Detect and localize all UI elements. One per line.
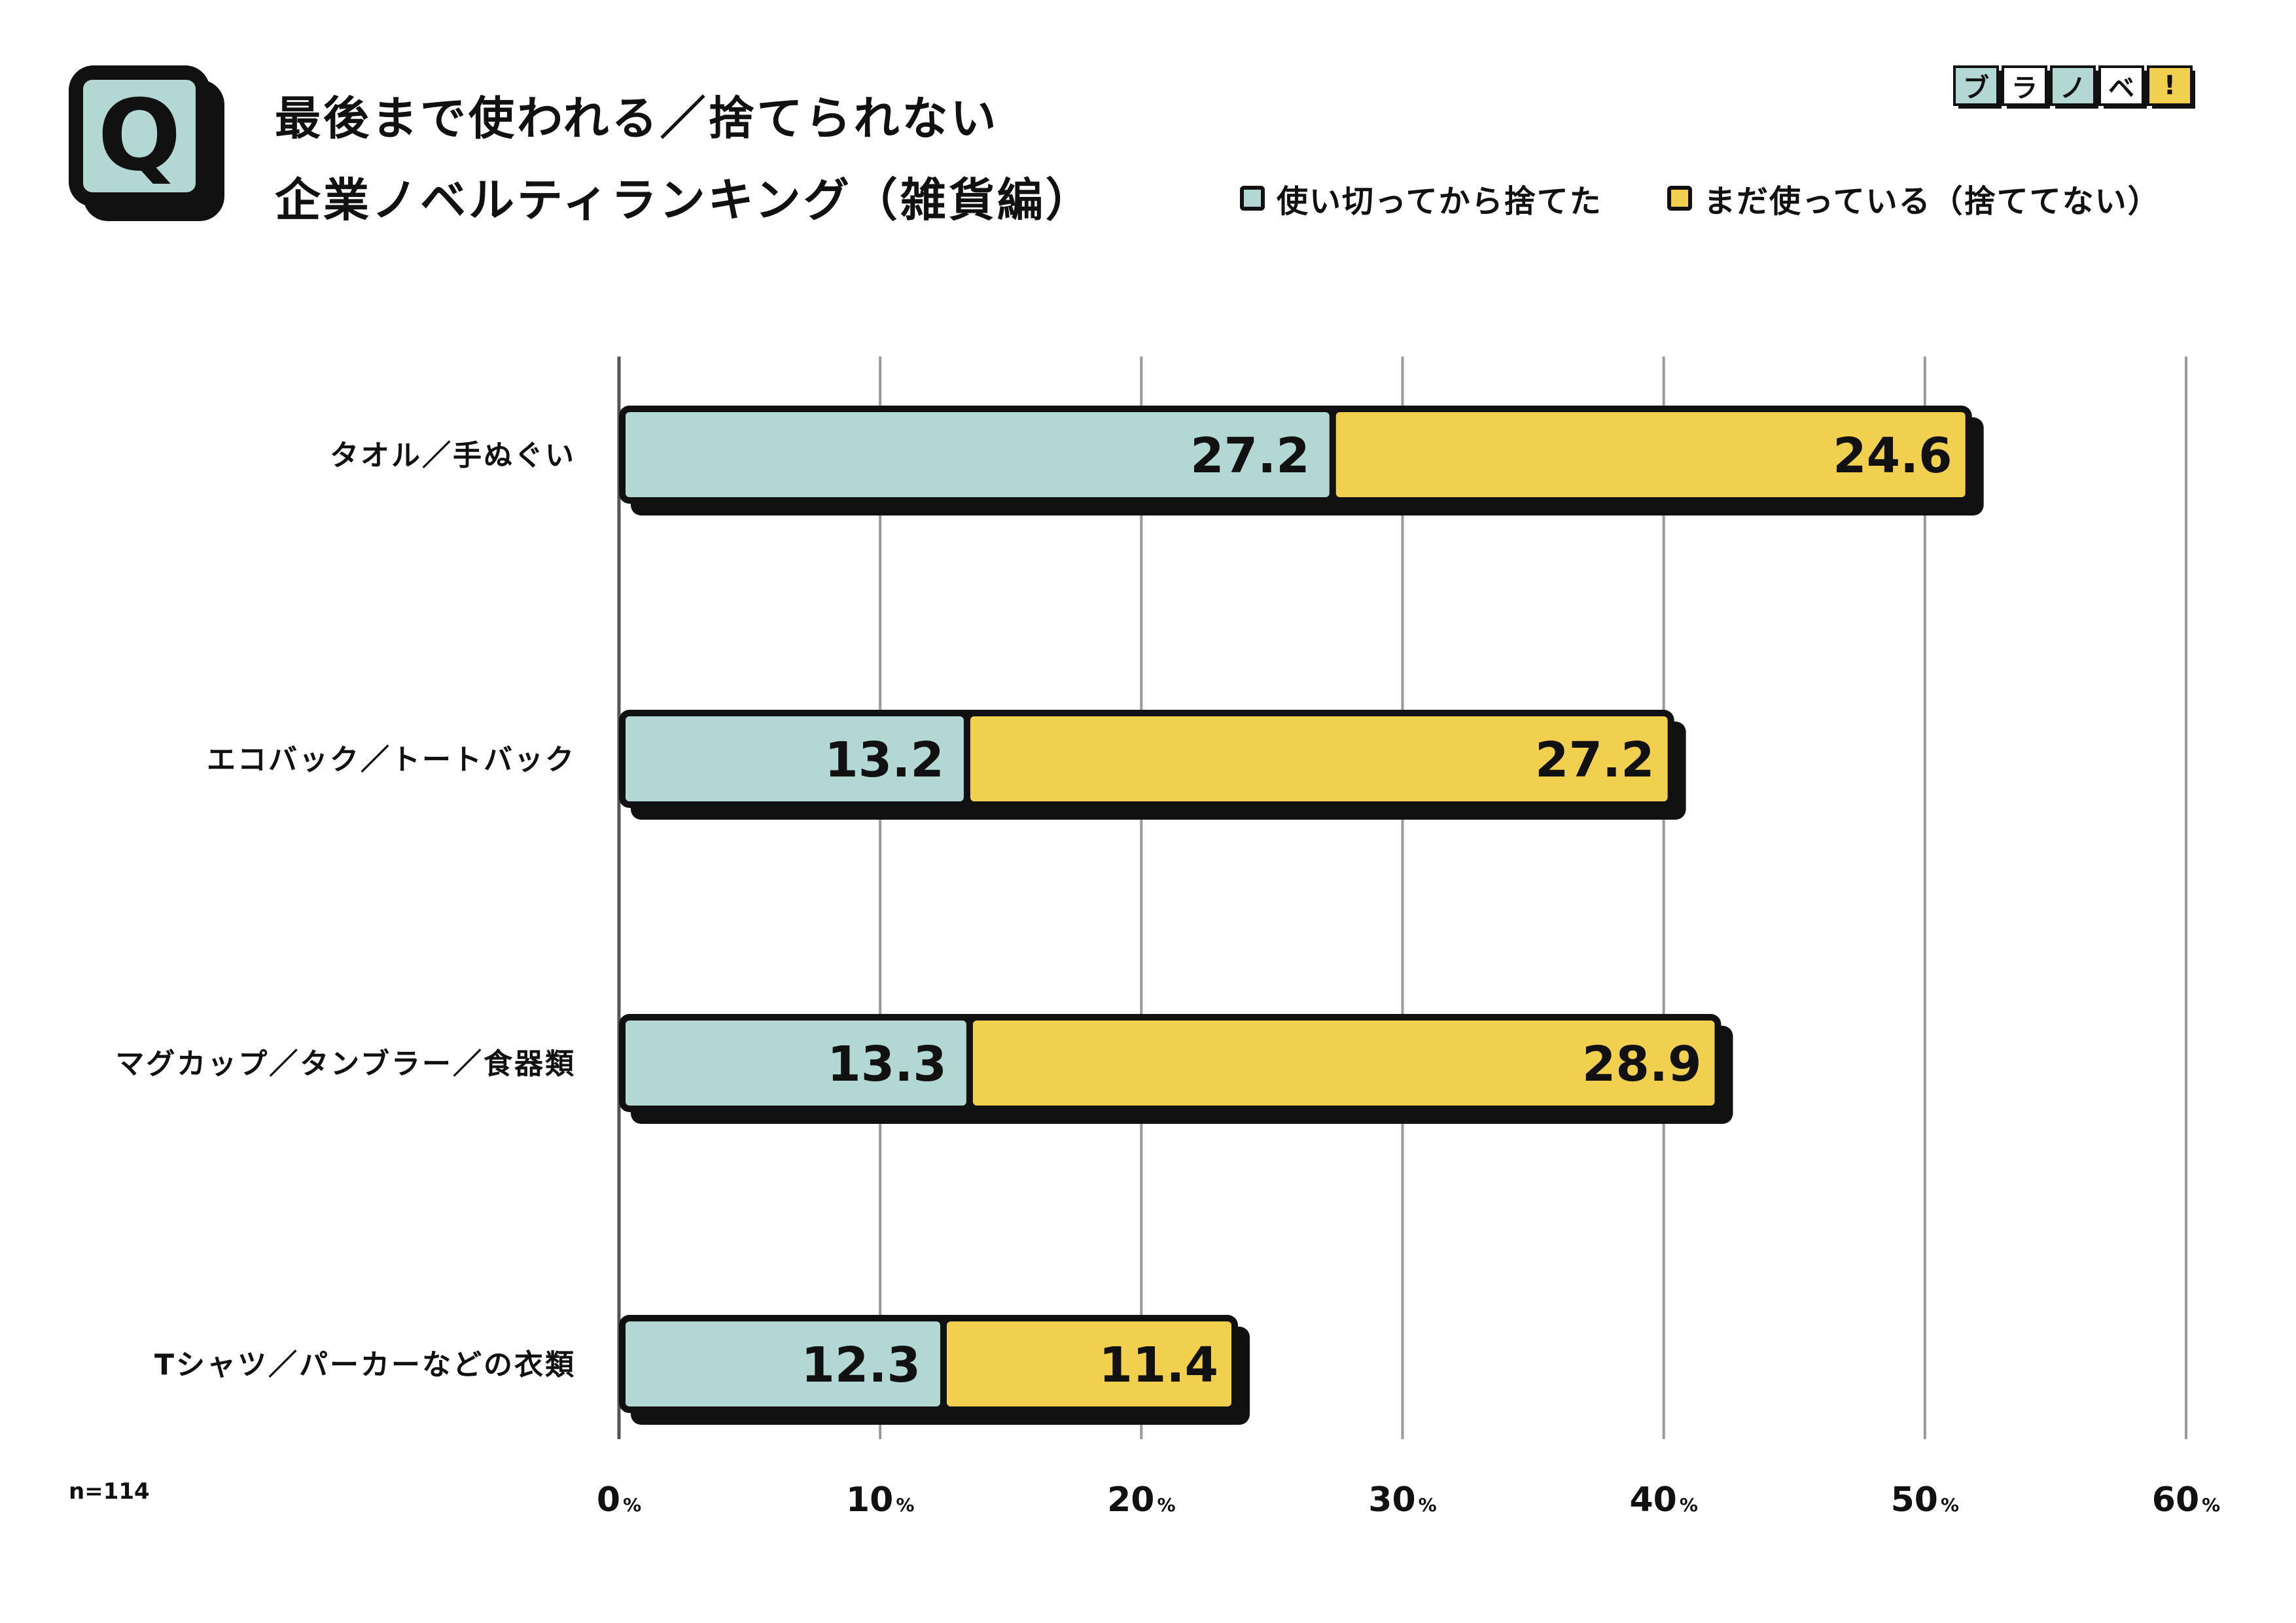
sample-size: n=114: [69, 1478, 150, 1505]
bar-value-label: 27.2: [1190, 428, 1310, 484]
legend-item-used-up: 使い切ってから捨てた: [1240, 175, 1602, 221]
logo-char: ブ: [1953, 65, 1999, 106]
bar-segment: [626, 1021, 966, 1106]
logo-tile: ベ: [2098, 65, 2147, 109]
bar-segment: [1335, 412, 1966, 497]
bar-value-label: 24.6: [1833, 428, 1952, 484]
question-badge: Q: [69, 65, 226, 222]
category-label: タオル／手ぬぐい: [330, 439, 576, 472]
x-tick-label: 0%: [597, 1480, 641, 1520]
x-tick-label: 60%: [2152, 1480, 2220, 1520]
logo-tile: !: [2147, 65, 2195, 109]
legend-swatch-yellow: [1667, 186, 1692, 211]
chart-title-line1: 最後まで使われる／捨てられない: [275, 92, 999, 145]
bar-segment: [970, 716, 1668, 801]
x-tick-label: 50%: [1891, 1480, 1959, 1520]
bar-value-label: 12.3: [801, 1337, 921, 1393]
category-label: エコバック／トートバック: [207, 743, 576, 777]
bar-segment: [626, 716, 964, 801]
category-label: Tシャツ／パーカーなどの衣類: [154, 1348, 576, 1382]
logo-char: !: [2147, 65, 2193, 106]
badge-letter: Q: [83, 79, 196, 193]
x-tick-label: 20%: [1107, 1480, 1175, 1520]
legend-label-still-using: まだ使っている（捨ててない）: [1704, 183, 2161, 220]
category-label: マグカップ／タンブラー／食器類: [115, 1047, 576, 1081]
bar-segment: [626, 412, 1330, 497]
brand-logo: ブ ラ ノ ベ !: [1953, 65, 2195, 109]
legend-label-used-up: 使い切ってから捨てた: [1277, 183, 1602, 220]
bar-value-label: 13.2: [824, 732, 944, 788]
bar-value-label: 13.3: [827, 1036, 947, 1092]
badge-face: Q: [69, 65, 210, 207]
logo-tile: ブ: [1953, 65, 2002, 109]
logo-char: ラ: [2002, 65, 2047, 106]
bar-value-label: 11.4: [1099, 1337, 1218, 1393]
bar-value-label: 28.9: [1582, 1036, 1702, 1092]
x-tick-label: 30%: [1368, 1480, 1436, 1520]
logo-char: ノ: [2050, 65, 2096, 106]
bar-segment: [626, 1321, 940, 1406]
chart-title-line2: 企業ノベルティランキング（雑貨編）: [275, 173, 1094, 227]
logo-tile: ラ: [2002, 65, 2050, 109]
bar-segment: [946, 1321, 1232, 1406]
legend-item-still-using: まだ使っている（捨ててない）: [1667, 175, 2161, 221]
legend-swatch-teal: [1240, 186, 1265, 211]
bar-value-label: 27.2: [1535, 732, 1655, 788]
logo-tile: ノ: [2050, 65, 2098, 109]
x-tick-label: 10%: [846, 1480, 914, 1520]
bar-segment: [972, 1021, 1715, 1106]
x-tick-label: 40%: [1629, 1480, 1697, 1520]
logo-char: ベ: [2098, 65, 2144, 106]
